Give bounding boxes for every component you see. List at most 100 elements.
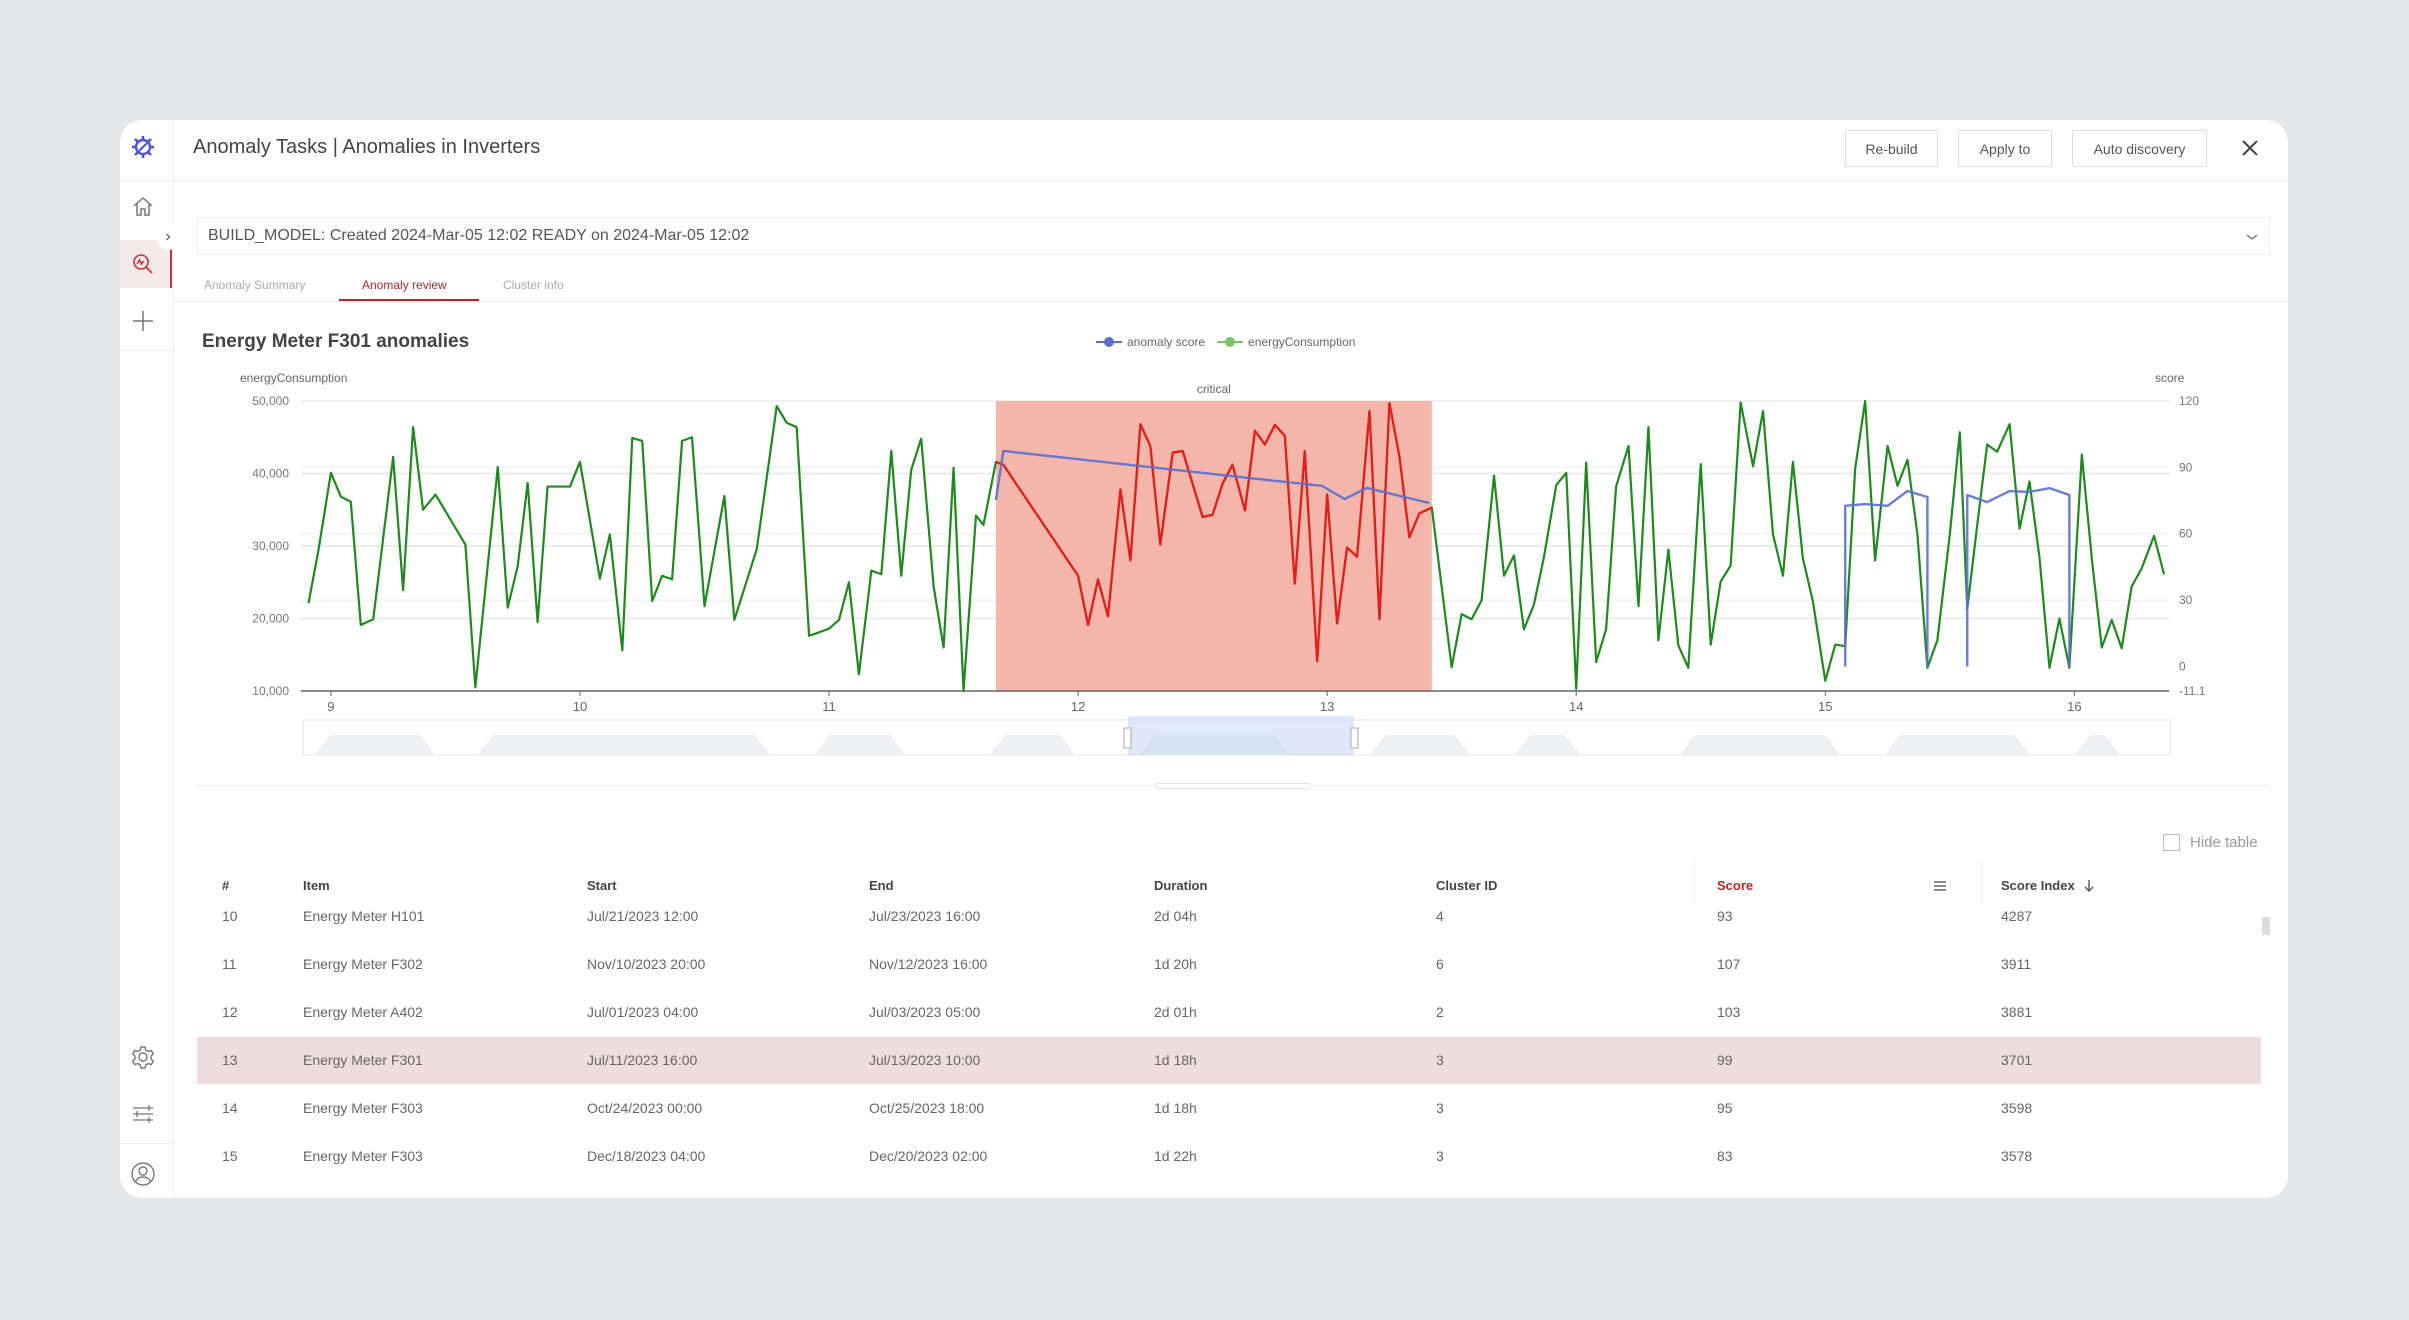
navigator-selection-window	[1128, 716, 1354, 755]
table-row[interactable]	[197, 1085, 2261, 1132]
expand-sidebar-button[interactable]: ›	[158, 224, 178, 250]
column-header-cluster-id[interactable]: Cluster ID	[1436, 878, 1498, 893]
y-left-tick-label: 20,000	[252, 612, 289, 626]
cell-item: Energy Meter H101	[303, 908, 425, 924]
table-scrollbar-thumb[interactable]	[2262, 917, 2270, 935]
cell-start: Oct/24/2023 00:00	[587, 1100, 703, 1116]
x-tick-label: 16	[2067, 699, 2081, 714]
cell-cluster-id: 2	[1436, 1004, 1444, 1020]
column-header-end[interactable]: End	[869, 878, 894, 893]
cell-start: Jul/21/2023 12:00	[587, 908, 699, 924]
cell-score-index: 3578	[2001, 1148, 2033, 1164]
legend-label: energyConsumption	[1248, 335, 1356, 349]
cell-start: Jul/11/2023 16:00	[587, 1052, 698, 1068]
tab-anomaly-review[interactable]: Anomaly review	[362, 278, 447, 292]
table-row[interactable]	[197, 1037, 2261, 1084]
cell-end: Nov/12/2023 16:00	[869, 956, 988, 972]
legend-item-anomaly-score[interactable]: anomaly score	[1096, 335, 1205, 349]
navigator-preview-shape	[990, 735, 1075, 755]
user-icon[interactable]	[130, 1161, 156, 1187]
cell-item: Energy Meter A402	[303, 1004, 423, 1020]
navigator-preview-shape	[478, 735, 770, 755]
plus-icon[interactable]	[130, 308, 156, 334]
anomaly-score-line	[1844, 489, 1929, 667]
chart-title: Energy Meter F301 anomalies	[202, 331, 470, 352]
navigator-preview-shape	[2075, 735, 2120, 755]
rebuild-button[interactable]: Re-build	[1845, 130, 1938, 167]
resize-handle[interactable]	[1155, 783, 1311, 789]
sidebar	[120, 120, 174, 1198]
navigator-preview-shape	[1515, 735, 1580, 755]
cell-row-number: 15	[222, 1148, 238, 1164]
sort-descending-icon[interactable]	[2083, 879, 2095, 893]
cell-end: Oct/25/2023 18:00	[869, 1100, 985, 1116]
legend-marker-energy-consumption	[1217, 337, 1244, 347]
anomaly-score-line	[1966, 486, 2071, 667]
home-icon[interactable]	[130, 194, 156, 220]
cell-duration: 2d 04h	[1154, 908, 1197, 924]
navigator-preview-shape	[815, 735, 905, 755]
cell-score: 99	[1717, 1052, 1733, 1068]
cell-score: 93	[1717, 908, 1733, 924]
cell-duration: 1d 18h	[1154, 1100, 1197, 1116]
cell-duration: 1d 18h	[1154, 1052, 1197, 1068]
cell-end: Jul/13/2023 10:00	[869, 1052, 981, 1068]
cell-score: 95	[1717, 1100, 1733, 1116]
cell-score-index: 3911	[2001, 956, 2032, 972]
cell-row-number: 10	[222, 908, 238, 924]
cell-row-number: 12	[222, 1004, 238, 1020]
column-divider	[1981, 860, 1982, 905]
table-row[interactable]	[197, 941, 2261, 988]
legend-label: anomaly score	[1127, 335, 1206, 349]
auto-discovery-button[interactable]: Auto discovery	[2072, 130, 2207, 167]
table-row[interactable]	[197, 1133, 2261, 1180]
cell-duration: 1d 22h	[1154, 1148, 1197, 1164]
cell-score: 107	[1717, 956, 1741, 972]
x-tick-label: 10	[573, 699, 587, 714]
x-tick-label: 13	[1320, 699, 1334, 714]
cell-cluster-id: 3	[1436, 1148, 1444, 1164]
table-row[interactable]	[197, 905, 2261, 940]
sliders-icon[interactable]	[130, 1101, 156, 1127]
table-body: 10 Energy Meter H101 Jul/21/2023 12:00 Jul/…	[0, 905, 2409, 1190]
column-header-score[interactable]: Score	[1717, 878, 1754, 893]
tab-cluster-info[interactable]: Cluster info	[503, 278, 564, 292]
column-header-start[interactable]: Start	[587, 878, 617, 893]
cell-start: Nov/10/2023 20:00	[587, 956, 706, 972]
anomaly-chart[interactable]: 10,000 20,000 30,000 40,000 50,000 -11.1 0 30 60…	[0, 360, 2409, 790]
legend-item-energy-consumption[interactable]: energyConsumption	[1217, 335, 1355, 349]
tabs-divider	[173, 301, 2288, 302]
anomaly-search-icon[interactable]	[130, 251, 156, 277]
critical-band	[995, 401, 1432, 691]
x-tick-label: 12	[1071, 699, 1085, 714]
cell-start: Jul/01/2023 04:00	[587, 1004, 699, 1020]
cell-row-number: 11	[222, 956, 237, 972]
active-tab-indicator	[339, 299, 479, 301]
column-header-number[interactable]: #	[222, 878, 230, 893]
column-divider	[1694, 860, 1695, 905]
table-row[interactable]	[197, 989, 2261, 1036]
y-left-tick-label: 30,000	[252, 539, 289, 553]
tab-anomaly-summary[interactable]: Anomaly Summary	[204, 278, 306, 292]
column-menu-icon[interactable]	[1933, 880, 1947, 892]
cell-score-index: 3881	[2001, 1004, 2033, 1020]
hide-table-checkbox[interactable]	[2163, 834, 2180, 851]
apply-to-button[interactable]: Apply to	[1958, 130, 2052, 167]
y-right-tick-label: 60	[2179, 527, 2193, 541]
cell-item: Energy Meter F303	[303, 1148, 423, 1164]
build-status-dropdown[interactable]: BUILD_MODEL: Created 2024-Mar-05 12:02 R…	[197, 217, 2270, 255]
navigator-preview-shape	[1885, 735, 2030, 755]
close-icon[interactable]	[2241, 139, 2259, 157]
divider	[120, 180, 173, 181]
column-header-duration[interactable]: Duration	[1154, 878, 1208, 893]
column-header-item[interactable]: Item	[303, 878, 330, 893]
hide-table-label[interactable]: Hide table	[2190, 834, 2258, 851]
divider	[120, 1143, 173, 1144]
gear-icon[interactable]	[130, 1044, 156, 1070]
column-header-score-index[interactable]: Score Index	[2001, 878, 2075, 893]
build-status-text: BUILD_MODEL: Created 2024-Mar-05 12:02 R…	[208, 227, 750, 244]
cell-item: Energy Meter F301	[303, 1052, 423, 1068]
header-divider	[173, 180, 2288, 181]
logo-icon[interactable]	[130, 134, 156, 160]
y-right-tick-label: 120	[2179, 394, 2199, 408]
